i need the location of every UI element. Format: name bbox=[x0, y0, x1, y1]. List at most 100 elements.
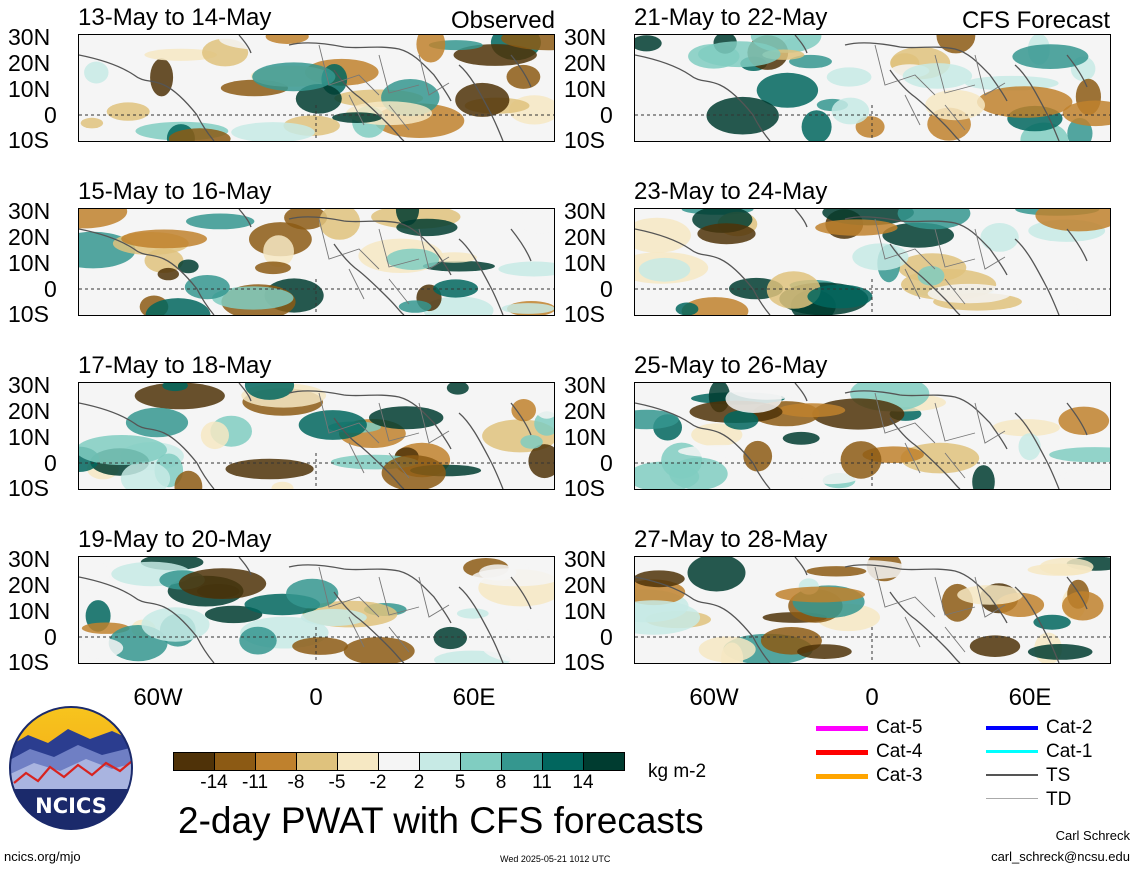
anomaly-blob bbox=[106, 102, 150, 121]
country-borders bbox=[874, 392, 1006, 479]
anomaly-blob bbox=[231, 122, 315, 141]
anomaly-blob bbox=[174, 470, 203, 489]
colorbar-tick-label: -8 bbox=[287, 772, 305, 793]
anomaly-blob bbox=[517, 209, 554, 234]
lat-label-right-3-10s: 10S bbox=[564, 475, 605, 501]
legend-label-cat3: Cat-3 bbox=[876, 765, 923, 786]
lat-label-left-4-10s: 10S bbox=[8, 649, 49, 675]
lat-label-right-4-0: 0 bbox=[600, 624, 613, 650]
anomaly-blob bbox=[343, 637, 415, 663]
lat-label-left-1-20n: 20N bbox=[8, 50, 51, 76]
anomaly-blob bbox=[186, 213, 255, 230]
lon-label-60e-left: 60E bbox=[452, 684, 496, 711]
colorbar-cell bbox=[378, 752, 420, 771]
anomaly-blob bbox=[416, 35, 446, 63]
anomaly-blob bbox=[506, 64, 541, 89]
anomaly-blob bbox=[501, 303, 554, 314]
anomaly-blob bbox=[743, 440, 773, 472]
map-panel-1 bbox=[78, 34, 555, 142]
anomaly-blob bbox=[687, 557, 746, 592]
anomaly-blob bbox=[265, 35, 309, 44]
panel-title-6: 23-May to 24-May bbox=[634, 178, 828, 205]
lat-label-right-4-30n: 30N bbox=[564, 546, 607, 572]
anomaly-blob bbox=[295, 84, 342, 114]
anomaly-blob bbox=[1035, 209, 1110, 232]
anomaly-blob bbox=[292, 637, 348, 655]
anomaly-blob bbox=[125, 407, 189, 438]
author: Carl Schreck bbox=[1055, 828, 1130, 843]
lat-label-left-3-0: 0 bbox=[44, 450, 57, 476]
map-panel-3 bbox=[78, 382, 555, 490]
anomaly-blob bbox=[225, 458, 314, 480]
coastline bbox=[635, 383, 1088, 489]
lon-label-0-right: 0 bbox=[865, 684, 879, 711]
anomaly-blob bbox=[79, 637, 124, 659]
coastline bbox=[635, 209, 1088, 315]
anomaly-blob bbox=[511, 399, 536, 422]
anomaly-blob bbox=[635, 461, 700, 489]
lat-label-right-4-10n: 10N bbox=[564, 598, 607, 624]
lat-label-right-4-10s: 10S bbox=[564, 649, 605, 675]
lat-label-right-2-30n: 30N bbox=[564, 198, 607, 224]
lat-label-left-3-30n: 30N bbox=[8, 372, 51, 398]
lat-label-left-1-0: 0 bbox=[44, 102, 57, 128]
anomaly-blob bbox=[79, 435, 167, 465]
lon-label-60w-left: 60W bbox=[133, 684, 183, 711]
lat-label-left-2-10s: 10S bbox=[8, 301, 49, 327]
anomaly-blob bbox=[255, 261, 291, 275]
colorbar-cell bbox=[255, 752, 297, 771]
anomaly-blob bbox=[157, 267, 179, 281]
anomaly-blob bbox=[178, 568, 267, 599]
lat-label-right-2-10s: 10S bbox=[564, 301, 605, 327]
anomaly-blob bbox=[756, 72, 819, 108]
colorbar-tick-label: 5 bbox=[454, 772, 466, 793]
lat-label-right-1-20n: 20N bbox=[564, 50, 607, 76]
anomaly-blob bbox=[789, 54, 832, 69]
legend-line-cat3 bbox=[816, 774, 868, 779]
colorbar-tick-label: -14 bbox=[200, 772, 228, 793]
colorbar-cell bbox=[583, 752, 625, 771]
map-panel-2 bbox=[78, 208, 555, 316]
anomaly-blob bbox=[778, 403, 846, 418]
anomaly-blob bbox=[184, 275, 230, 300]
legend-label-cat4: Cat-4 bbox=[876, 741, 923, 762]
panel-title-8: 27-May to 28-May bbox=[634, 526, 828, 553]
legend-line-ts bbox=[986, 774, 1038, 776]
anomaly-blob bbox=[969, 635, 1021, 657]
anomaly-blob bbox=[453, 44, 537, 66]
anomaly-blob bbox=[917, 266, 945, 286]
legend-label-ts: TS bbox=[1046, 765, 1071, 786]
anomaly-blob bbox=[936, 35, 976, 54]
colorbar-cell bbox=[173, 752, 215, 771]
anomaly-blob bbox=[446, 383, 469, 395]
colorbar-tick-label: 8 bbox=[495, 772, 507, 793]
url-link[interactable]: ncics.org/mjo bbox=[4, 849, 81, 864]
map-panel-5 bbox=[634, 34, 1111, 142]
lat-label-left-4-0: 0 bbox=[44, 624, 57, 650]
country-borders bbox=[318, 566, 450, 653]
anomaly-blob bbox=[433, 626, 467, 650]
anomaly-blob bbox=[796, 221, 821, 244]
colorbar-cell bbox=[460, 752, 502, 771]
coastline bbox=[79, 35, 532, 141]
country-borders bbox=[318, 218, 450, 305]
anomaly-blob bbox=[797, 644, 852, 659]
legend-line-cat2 bbox=[986, 726, 1038, 730]
anomaly-blob bbox=[479, 564, 517, 581]
anomaly-blob bbox=[1018, 433, 1041, 461]
anomaly-blob bbox=[723, 410, 759, 430]
panel-title-2: 15-May to 16-May bbox=[78, 178, 272, 205]
anomaly-blob bbox=[456, 608, 489, 619]
lat-label-right-1-30n: 30N bbox=[564, 24, 607, 50]
anomaly-blob bbox=[1033, 614, 1071, 630]
anomaly-blob bbox=[1061, 470, 1110, 483]
anomaly-blob bbox=[697, 223, 756, 245]
colorbar-tick-label: 2 bbox=[413, 772, 425, 793]
anomaly-blob bbox=[200, 421, 229, 450]
lat-label-right-3-30n: 30N bbox=[564, 372, 607, 398]
map-panel-8 bbox=[634, 556, 1111, 664]
anomaly-blob bbox=[252, 62, 336, 92]
legend-label-cat2: Cat-2 bbox=[1046, 717, 1093, 738]
lat-label-left-1-10s: 10S bbox=[8, 127, 49, 153]
anomaly-blob bbox=[957, 585, 1023, 605]
